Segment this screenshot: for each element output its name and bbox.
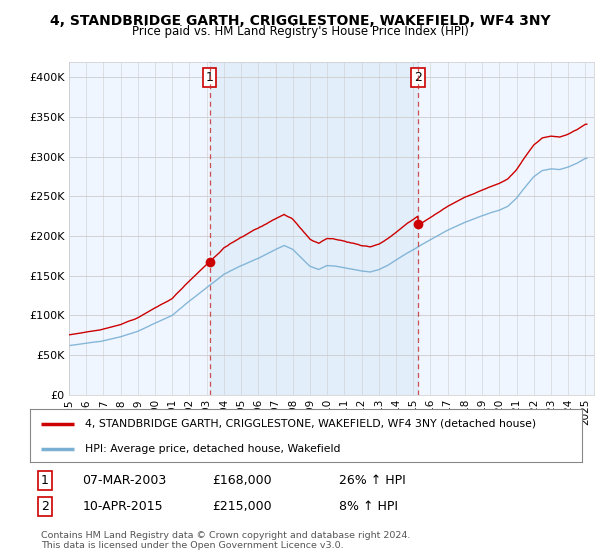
Text: £215,000: £215,000: [212, 500, 272, 513]
Text: 4, STANDBRIDGE GARTH, CRIGGLESTONE, WAKEFIELD, WF4 3NY: 4, STANDBRIDGE GARTH, CRIGGLESTONE, WAKE…: [50, 14, 550, 28]
Text: 4, STANDBRIDGE GARTH, CRIGGLESTONE, WAKEFIELD, WF4 3NY (detached house): 4, STANDBRIDGE GARTH, CRIGGLESTONE, WAKE…: [85, 419, 536, 429]
Text: 2: 2: [414, 71, 422, 84]
Text: 26% ↑ HPI: 26% ↑ HPI: [339, 474, 406, 487]
Text: Contains HM Land Registry data © Crown copyright and database right 2024.
This d: Contains HM Land Registry data © Crown c…: [41, 531, 410, 550]
Text: 10-APR-2015: 10-APR-2015: [82, 500, 163, 513]
Text: £168,000: £168,000: [212, 474, 272, 487]
Text: 8% ↑ HPI: 8% ↑ HPI: [339, 500, 398, 513]
Text: 1: 1: [206, 71, 214, 84]
Text: 07-MAR-2003: 07-MAR-2003: [82, 474, 167, 487]
Text: 2: 2: [41, 500, 49, 513]
Bar: [210, 62, 418, 395]
Text: 1: 1: [41, 474, 49, 487]
Text: HPI: Average price, detached house, Wakefield: HPI: Average price, detached house, Wake…: [85, 444, 341, 454]
Text: Price paid vs. HM Land Registry's House Price Index (HPI): Price paid vs. HM Land Registry's House …: [131, 25, 469, 38]
